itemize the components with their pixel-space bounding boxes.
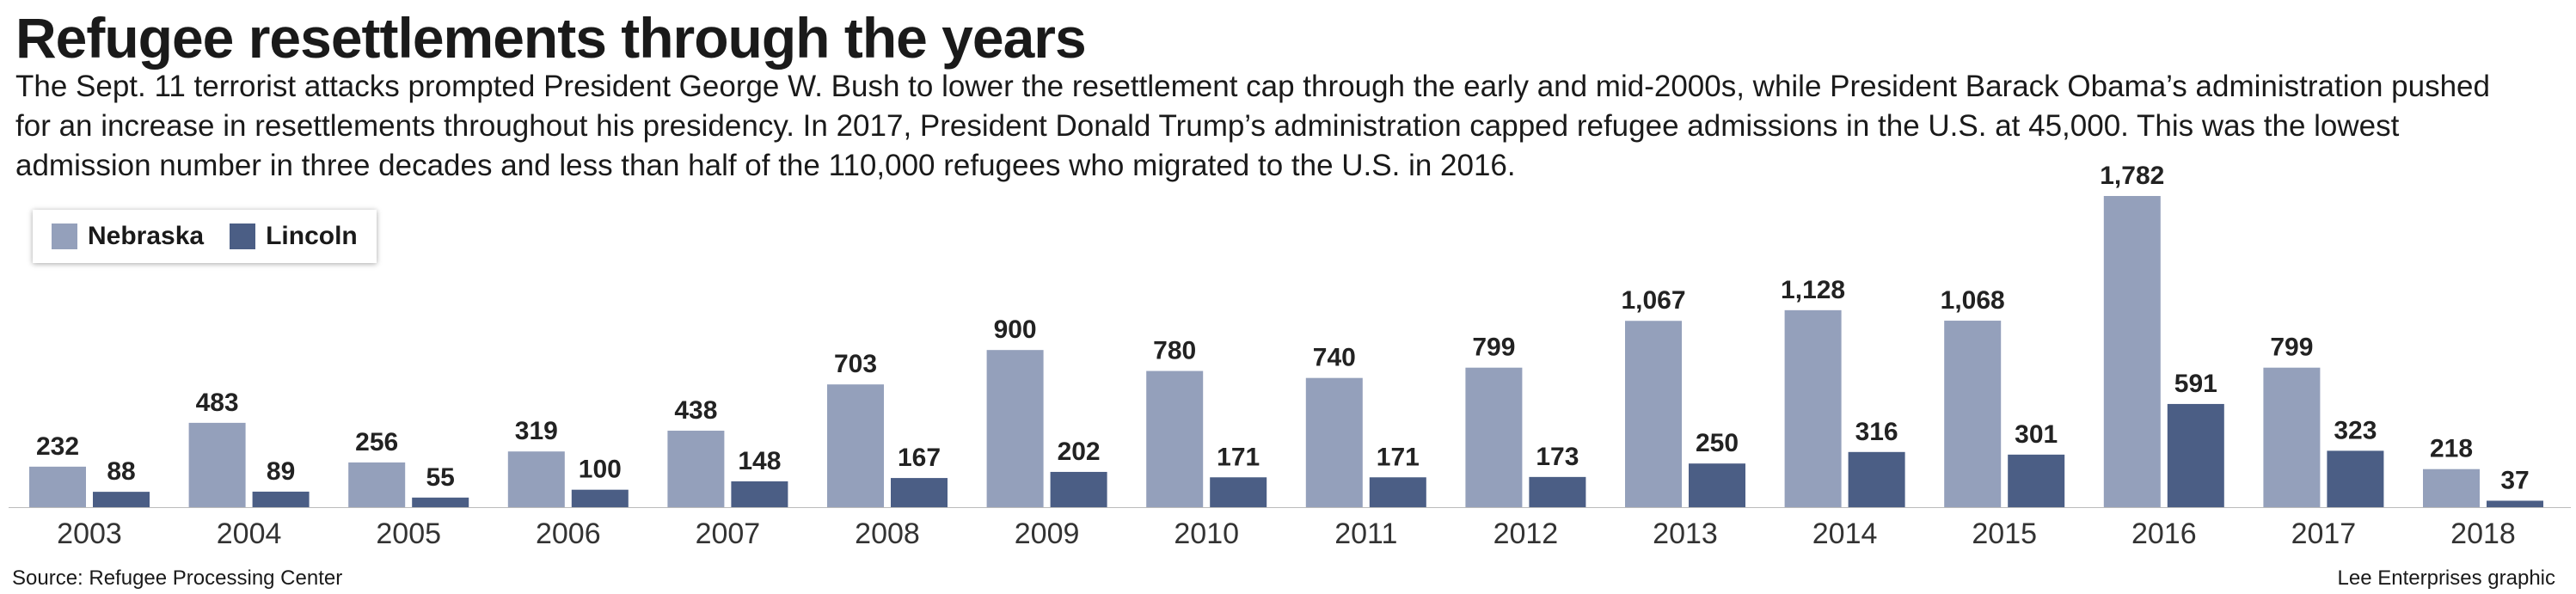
bar-label-lincoln-2012: 173 (1536, 443, 1579, 471)
bar-lincoln-2010 (1210, 477, 1267, 507)
bar-label-lincoln-2009: 202 (1058, 438, 1101, 466)
bar-lincoln-2009 (1050, 471, 1107, 507)
bar-label-lincoln-2004: 89 (267, 457, 295, 486)
x-tick-label-2009: 2009 (1015, 517, 1080, 550)
legend-swatch-nebraska (52, 224, 77, 249)
bar-label-nebraska-2011: 740 (1313, 344, 1356, 372)
bar-label-lincoln-2015: 301 (2015, 420, 2058, 449)
bar-nebraska-2016 (2103, 196, 2161, 507)
bar-nebraska-2018 (2423, 468, 2480, 507)
bar-label-lincoln-2006: 100 (579, 456, 622, 484)
chart-subtitle: The Sept. 11 terrorist attacks prompted … (15, 70, 2490, 182)
bar-lincoln-2017 (2327, 450, 2384, 507)
x-tick-label-2011: 2011 (1334, 517, 1397, 550)
x-tick-label-2015: 2015 (1972, 517, 2037, 550)
bar-lincoln-2012 (1529, 476, 1586, 507)
x-tick-label-2007: 2007 (696, 517, 761, 550)
bar-label-nebraska-2006: 319 (515, 417, 558, 445)
bar-nebraska-2010 (1146, 370, 1204, 507)
bar-label-nebraska-2016: 1,782 (2100, 162, 2164, 190)
x-tick-label-2012: 2012 (1493, 517, 1559, 550)
bar-label-nebraska-2007: 438 (674, 396, 717, 425)
x-tick-label-2003: 2003 (57, 517, 122, 550)
bar-label-lincoln-2007: 148 (738, 447, 781, 475)
bar-label-lincoln-2008: 167 (898, 444, 941, 472)
bar-label-nebraska-2015: 1,068 (1941, 286, 2005, 315)
bar-nebraska-2004 (188, 422, 246, 507)
bar-lincoln-2005 (412, 497, 469, 507)
x-tick-label-2013: 2013 (1653, 517, 1718, 550)
bar-lincoln-2015 (2008, 454, 2065, 507)
bar-label-lincoln-2011: 171 (1377, 443, 1420, 471)
bar-label-lincoln-2005: 55 (426, 463, 455, 492)
bar-label-nebraska-2013: 1,067 (1621, 286, 1685, 315)
legend-item-lincoln: Lincoln (230, 222, 358, 251)
credit-note: Lee Enterprises graphic (2337, 566, 2555, 590)
x-tick-label-2008: 2008 (855, 517, 920, 550)
bar-label-nebraska-2017: 799 (2270, 334, 2313, 362)
bar-nebraska-2013 (1625, 321, 1682, 507)
x-tick-label-2004: 2004 (217, 517, 282, 550)
bar-nebraska-2017 (2263, 367, 2321, 507)
x-tick-label-2014: 2014 (1812, 517, 1878, 550)
legend-swatch-lincoln (230, 224, 256, 249)
bar-lincoln-2003 (93, 492, 150, 507)
bar-nebraska-2014 (1784, 309, 1842, 507)
bar-nebraska-2007 (667, 431, 725, 507)
legend: Nebraska Lincoln (33, 210, 377, 263)
bar-nebraska-2009 (986, 350, 1044, 507)
bar-label-nebraska-2014: 1,128 (1781, 276, 1845, 304)
legend-label-nebraska: Nebraska (88, 222, 205, 250)
source-note: Source: Refugee Processing Center (12, 566, 343, 590)
bar-nebraska-2006 (507, 451, 565, 507)
bar-nebraska-2008 (827, 384, 884, 507)
bar-label-lincoln-2018: 37 (2500, 466, 2529, 494)
bar-label-lincoln-2014: 316 (1855, 418, 1898, 446)
x-tick-label-2010: 2010 (1174, 517, 1239, 550)
bar-label-nebraska-2005: 256 (355, 428, 398, 456)
legend-label-lincoln: Lincoln (266, 222, 358, 250)
legend-item-nebraska: Nebraska (52, 222, 204, 251)
bar-label-lincoln-2016: 591 (2174, 370, 2217, 398)
bar-lincoln-2018 (2487, 500, 2543, 507)
bar-nebraska-2003 (29, 466, 86, 507)
bar-lincoln-2006 (571, 489, 629, 507)
chart-title: Refugee resettlements through the years (15, 6, 1087, 70)
bar-label-nebraska-2018: 218 (2430, 435, 2473, 463)
bar-nebraska-2005 (348, 462, 406, 507)
bar-label-lincoln-2003: 88 (107, 457, 135, 486)
bar-lincoln-2004 (252, 491, 310, 507)
x-tick-label-2016: 2016 (2131, 517, 2197, 550)
bar-label-nebraska-2012: 799 (1472, 334, 1515, 362)
bar-label-nebraska-2003: 232 (36, 432, 79, 461)
x-tick-label-2005: 2005 (376, 517, 441, 550)
x-tick-label-2017: 2017 (2291, 517, 2357, 550)
bar-lincoln-2016 (2167, 403, 2224, 507)
x-tick-label-2018: 2018 (2450, 517, 2516, 550)
bar-label-nebraska-2010: 780 (1153, 337, 1196, 365)
bar-lincoln-2008 (891, 478, 948, 507)
bar-nebraska-2012 (1465, 367, 1523, 507)
bar-label-nebraska-2008: 703 (834, 350, 877, 378)
bar-lincoln-2014 (1848, 451, 1905, 507)
bar-label-lincoln-2010: 171 (1217, 443, 1260, 471)
bar-label-lincoln-2013: 250 (1696, 429, 1739, 457)
bar-lincoln-2011 (1369, 477, 1426, 507)
bar-lincoln-2007 (731, 481, 788, 507)
bar-label-lincoln-2017: 323 (2334, 416, 2377, 444)
x-tick-label-2006: 2006 (536, 517, 601, 550)
bar-lincoln-2013 (1689, 463, 1745, 507)
bar-nebraska-2015 (1944, 321, 2002, 507)
bar-label-nebraska-2009: 900 (994, 315, 1037, 344)
bar-nebraska-2011 (1305, 377, 1363, 507)
bar-label-nebraska-2004: 483 (196, 389, 239, 417)
